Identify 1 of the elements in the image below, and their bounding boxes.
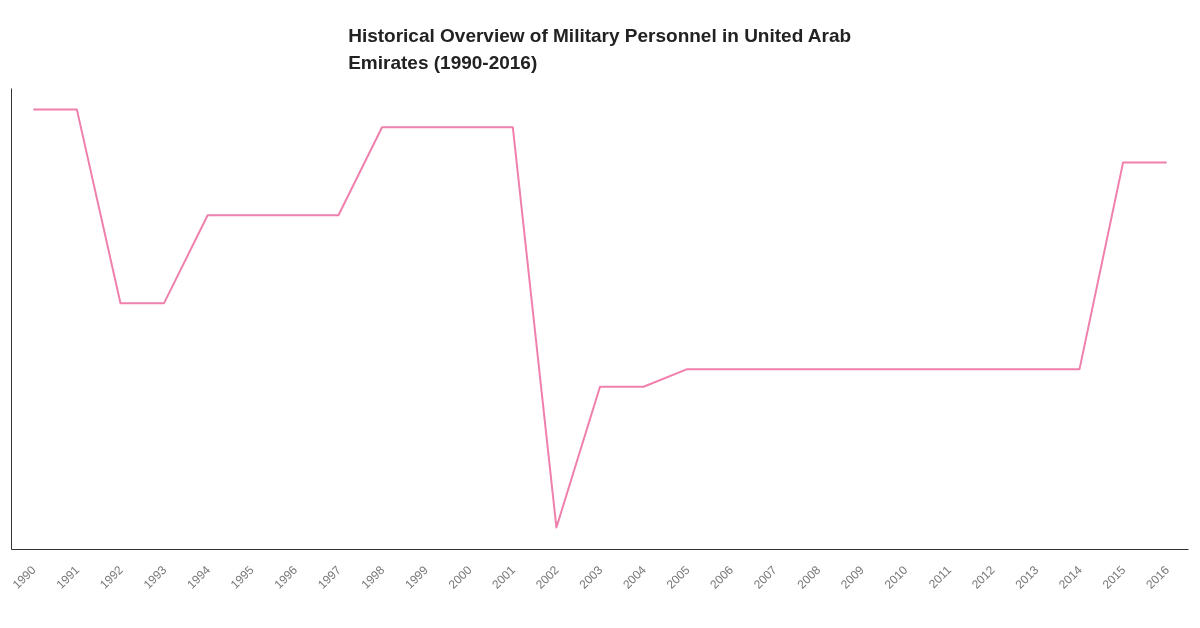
chart-title: Historical Overview of Military Personnel in United Arab Emirates (1990-2016)	[348, 25, 852, 74]
